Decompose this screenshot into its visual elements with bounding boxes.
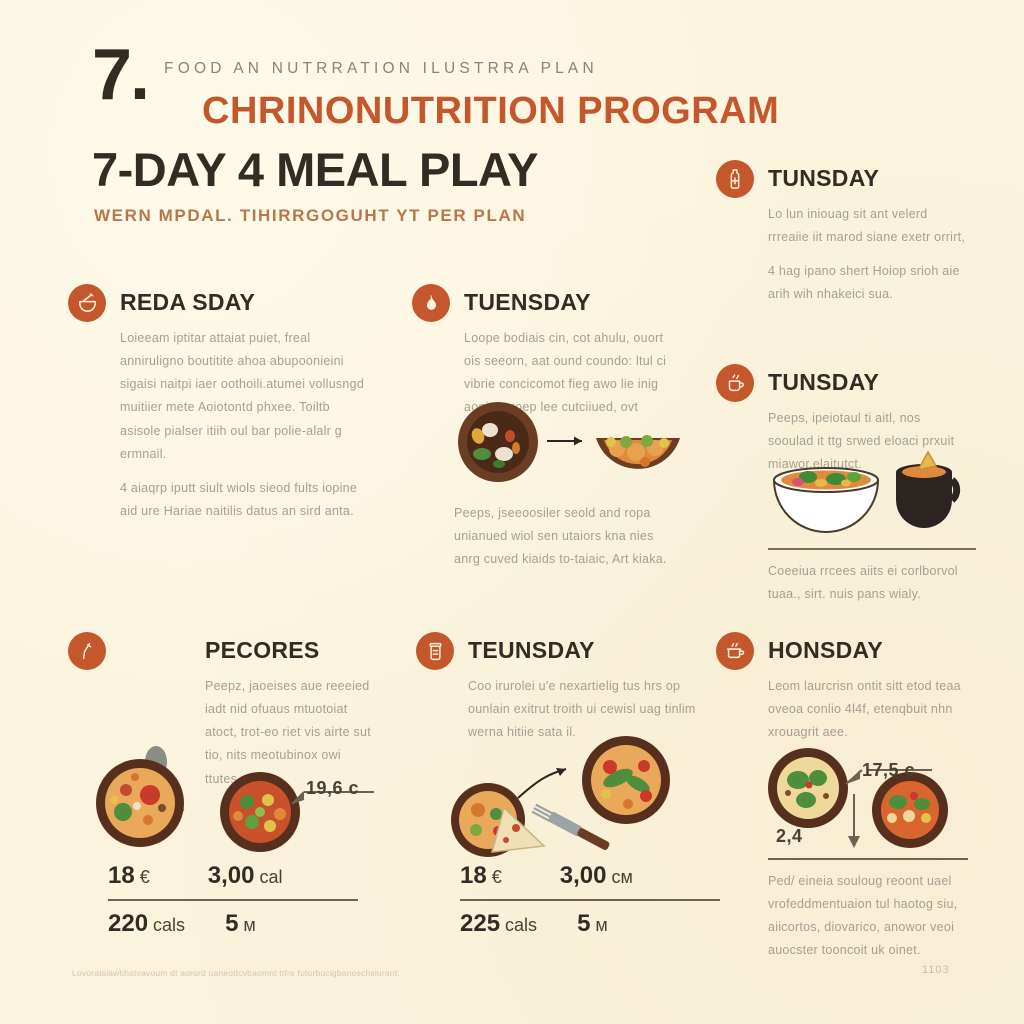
- page-number: 1103: [922, 964, 950, 976]
- block-title: TUNSDAY: [768, 369, 880, 395]
- page-title: 7-DAY 4 MEAL PLAY: [92, 143, 539, 196]
- illustration-two-bowls-left: [92, 746, 382, 865]
- section-number: 7.: [92, 35, 150, 115]
- program-title: CHRINONUTRITION PROGRAM: [202, 90, 780, 132]
- annotation-value-top: 17,5 c: [862, 760, 916, 780]
- block-body: Leom laurcrisn ontit sitt etod teaa oveo…: [768, 675, 968, 744]
- cals-value: 220 cals: [108, 910, 186, 937]
- calories-value: 3,00 см: [559, 862, 633, 889]
- price-value: 18 €: [460, 862, 502, 889]
- paragraph: 4 hag ipano shert Hoiop srioh aie arih w…: [768, 264, 960, 302]
- paragraph: Peepz, jaoeises aue reeeied iadt nid ofu…: [205, 679, 371, 786]
- divider: [460, 899, 720, 901]
- illustration-caption: Peeps, jseeoosiler seold and ropa unianu…: [454, 506, 667, 567]
- page-subtitle: WERN MPDAL. TIHIRRGOGUHT YT PER PLAN: [94, 206, 527, 225]
- block-col1-top: REDA SDAY Loieeam iptitar attaiat puiet,…: [68, 284, 368, 534]
- illustration-caption: Coeeiua rrcees aiits ei corlborvol tuaa.…: [768, 564, 958, 602]
- paragraph: Coo irurolei u'e nexartielig tus hrs op …: [468, 679, 696, 740]
- block-title: PECORES: [205, 637, 320, 663]
- block-col1-bottom: PECORES Peepz, jaoeises aue reeeied iadt…: [68, 632, 378, 802]
- block-col2-top: TUENSDAY Loope bodiais cin, cot ahulu, o…: [412, 284, 682, 566]
- header: 7. FOOD AN NUTRRATION ILUSTRRA PLAN CHRI…: [92, 35, 972, 225]
- illustration-bowl-and-mug: [768, 450, 982, 547]
- annotation-value: 19,6 c: [306, 778, 360, 798]
- pot-icon: [716, 632, 754, 670]
- pear-drop-icon: [412, 284, 450, 322]
- block-title: TUNSDAY: [768, 165, 880, 191]
- footer-note: Lovoratsiawtihatvavoum dt aorord uaneott…: [72, 968, 400, 978]
- block-title: HONSDAY: [768, 637, 883, 663]
- block-body: Peepz, jaoeises aue reeeied iadt nid ofu…: [205, 675, 375, 791]
- block-body: Lo lun iniouag sit ant velerd rrreaiie i…: [768, 203, 966, 307]
- illustration-bowl-transform: [454, 396, 684, 496]
- illustration-bowl-fork: [448, 736, 708, 861]
- fork-icon: [68, 632, 106, 670]
- header-kicker: FOOD AN NUTRRATION ILUSTRRA PLAN: [164, 60, 598, 77]
- block-col3-mid: TUNSDAY Peeps, ipeiotaul ti aitl, nos so…: [716, 364, 976, 601]
- bottle-icon: [716, 160, 754, 198]
- jar-icon: [416, 632, 454, 670]
- block-title: REDA SDAY: [120, 289, 256, 315]
- divider: [108, 899, 358, 901]
- hot-drink-icon: [716, 364, 754, 402]
- illustration-caption: Ped/ eineia souloug reoont uael vrofeddm…: [768, 874, 958, 958]
- divider: [768, 858, 968, 860]
- block-col3-top: TUNSDAY Lo lun iniouag sit ant velerd rr…: [716, 160, 966, 318]
- divider: [768, 548, 976, 550]
- calories-value: 3,00 cal: [207, 862, 283, 889]
- block-body: Loieeam iptitar attaiat puiet, freal ann…: [120, 327, 368, 523]
- paragraph: Leom laurcrisn ontit sitt etod teaa oveo…: [768, 679, 961, 740]
- paragraph: Lo lun iniouag sit ant velerd rrreaiie i…: [768, 207, 966, 245]
- paragraph: Loieeam iptitar attaiat puiet, freal ann…: [120, 331, 365, 461]
- cals-value: 225 cals: [460, 910, 538, 937]
- illustration-two-bowls-right: [762, 748, 962, 863]
- block-body: Coo irurolei u'e nexartielig tus hrs op …: [468, 675, 696, 744]
- paragraph: 4 aiaqrp iputt siult wiols sieod fults i…: [120, 480, 358, 518]
- mortar-pestle-icon: [68, 284, 106, 322]
- block-title: TEUNSDAY: [468, 637, 595, 663]
- price-value: 18 €: [108, 862, 150, 889]
- block-col2-bottom: TEUNSDAY Coo irurolei u'e nexartielig tu…: [416, 632, 696, 755]
- block-title: TUENSDAY: [464, 289, 591, 315]
- annotation-value-bottom: 2,4: [776, 826, 803, 846]
- block-col3-bottom: HONSDAY Leom laurcrisn ontit sitt etod t…: [716, 632, 968, 755]
